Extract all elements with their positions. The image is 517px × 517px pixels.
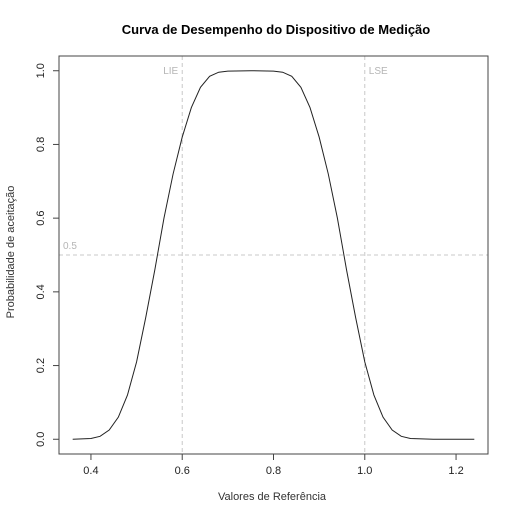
plot-area: LIE LSE 0.5 0.4 0.6 0.8 1.0 1.2 0.0 0.2 0.4 0.6 0.8 1… [35, 55, 489, 477]
y-axis-label: Probabilidade de aceitação [5, 186, 17, 319]
x-tick-label: 1.0 [357, 465, 372, 477]
ref-label-lse: LSE [369, 66, 388, 77]
chart-title: Curva de Desempenho do Dispositivo de Me… [122, 22, 431, 37]
x-tick-label: 0.4 [83, 465, 98, 477]
x-tick-label: 0.6 [175, 465, 190, 477]
ref-label-lie: LIE [163, 66, 178, 77]
acceptance-curve-line [72, 70, 475, 440]
x-tick-label: 0.8 [266, 465, 281, 477]
x-tick-label: 1.2 [448, 465, 463, 477]
ref-label-horizontal-0: 0.5 [63, 241, 77, 252]
y-tick-label: 0.8 [35, 137, 47, 152]
y-tick-label: 0.0 [35, 432, 47, 447]
y-tick-label: 0.2 [35, 358, 47, 373]
y-tick-label: 0.6 [35, 210, 47, 225]
y-tick-label: 0.4 [35, 284, 47, 299]
y-tick-label: 1.0 [35, 63, 47, 78]
x-axis-label: Valores de Referência [218, 491, 327, 503]
